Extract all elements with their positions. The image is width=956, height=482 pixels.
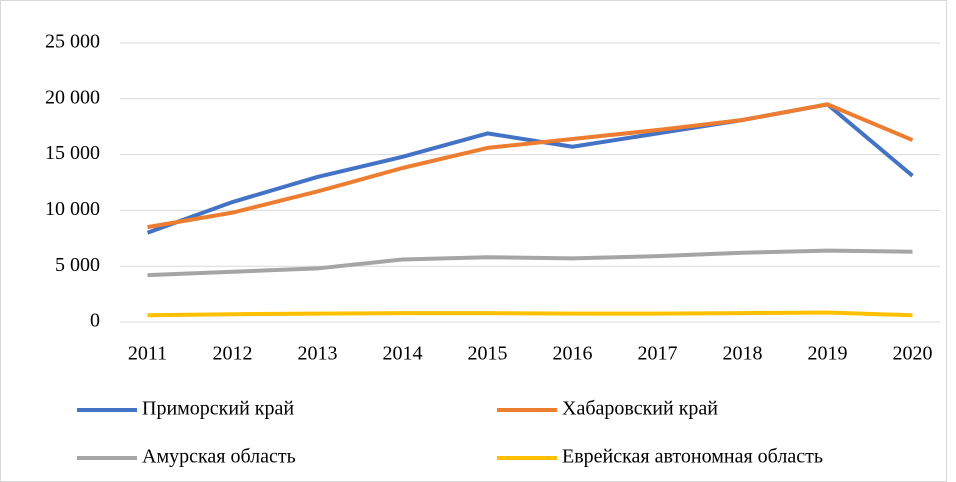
y-tick-label: 5 000 (55, 254, 100, 276)
y-tick-label: 15 000 (45, 142, 100, 164)
legend-label: Хабаровский край (562, 398, 718, 420)
series-line (147, 310, 913, 318)
series-line (147, 248, 913, 278)
y-tick-label: 25 000 (45, 31, 100, 53)
legend-label: Еврейская автономная область (562, 446, 823, 468)
x-tick-label: 2013 (298, 343, 338, 365)
x-tick-label: 2020 (893, 343, 933, 365)
y-tick-label: 0 (90, 310, 100, 332)
y-tick-label: 10 000 (45, 198, 100, 220)
x-tick-label: 2012 (213, 343, 253, 365)
x-tick-label: 2011 (128, 343, 167, 365)
x-tick-label: 2017 (638, 343, 678, 365)
x-tick-label: 2019 (808, 343, 848, 365)
series-line (147, 102, 914, 230)
x-tick-label: 2018 (723, 343, 763, 365)
legend-label: Амурская область (142, 446, 296, 468)
y-tick-label: 20 000 (45, 86, 100, 108)
x-tick-label: 2015 (468, 343, 508, 365)
x-tick-label: 2014 (383, 343, 423, 365)
x-tick-label: 2016 (553, 343, 593, 365)
legend-label: Приморский край (142, 398, 294, 420)
